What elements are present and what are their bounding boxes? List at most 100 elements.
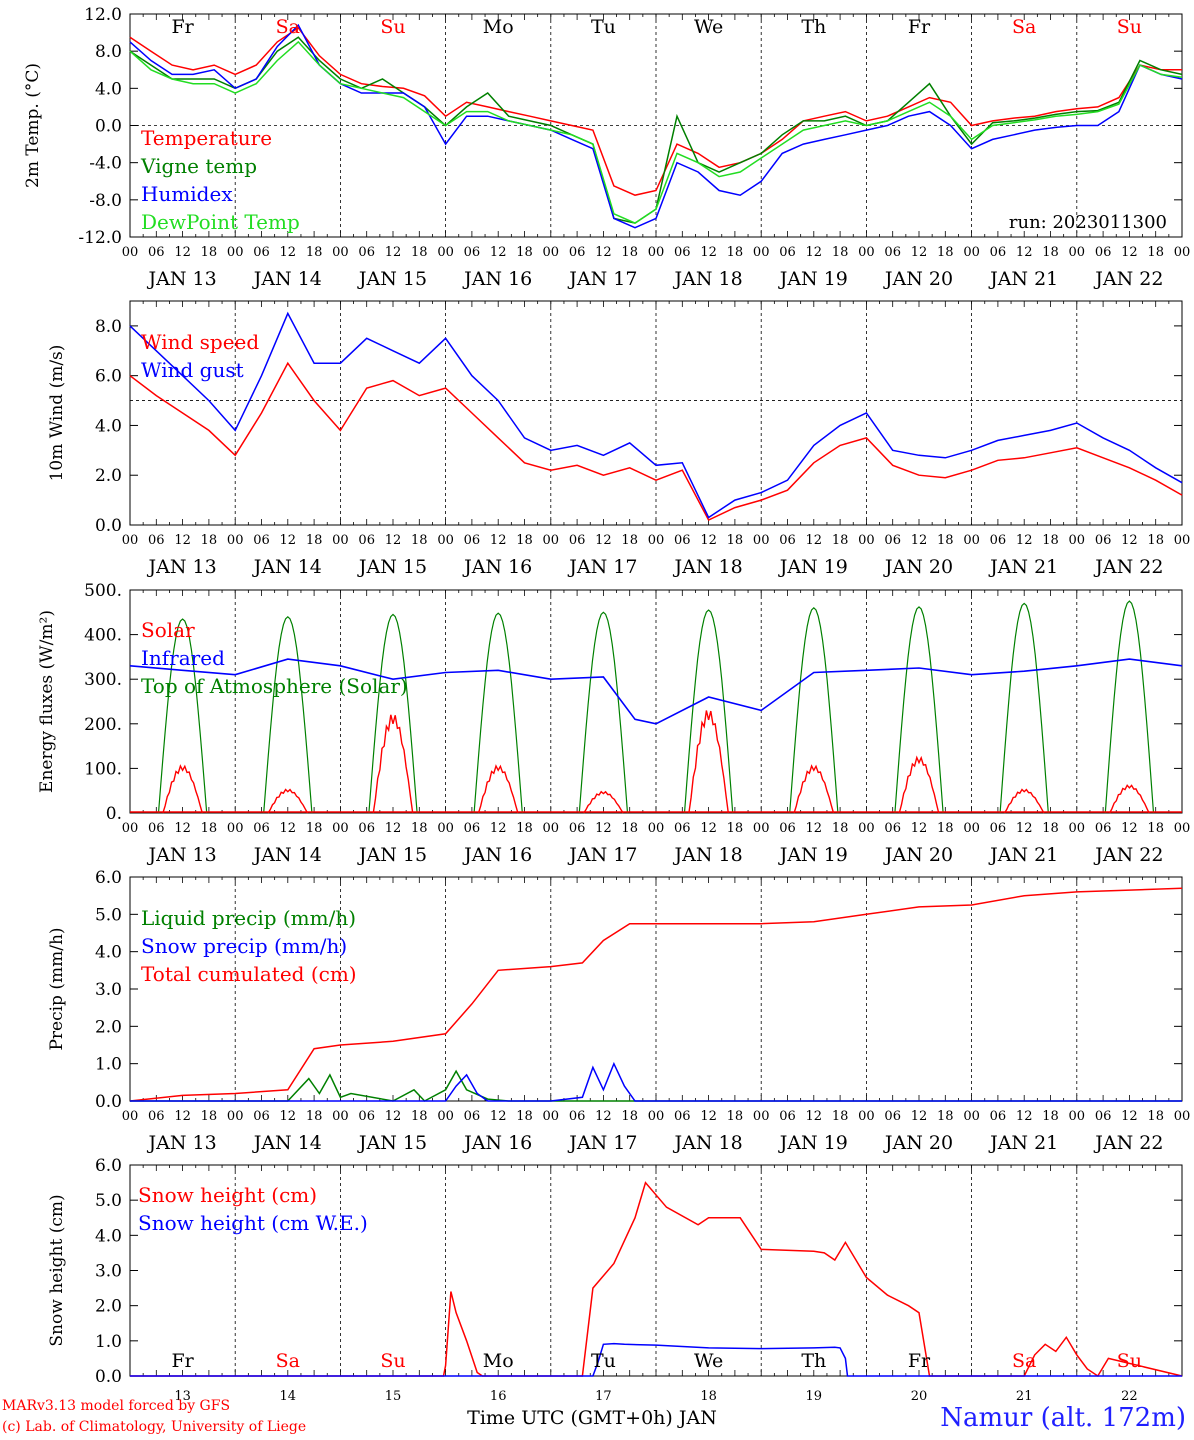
x-hour-label: 12 [1016,1109,1033,1124]
x-date-label: JAN 14 [252,268,322,290]
x-hour-label: 06 [990,245,1007,260]
series-line-total-cumulated-cm- [129,887,1183,1102]
x-hour-label: 12 [280,533,297,548]
x-hour-label: 12 [806,533,823,548]
x-hour-label: 12 [174,1109,191,1124]
chart-panel-2: 8.0 6.0 4.0 2.0 0.0 10m Wind (m/s) 00 06 12 18 00 0… [47,300,1190,578]
x-hour-label: 06 [779,533,796,548]
lab-credit-text: (c) Lab. of Climatology, University of L… [2,1419,307,1435]
x-day-number: 13 [174,1389,191,1404]
series-line-snow-precip-mm-h- [130,1061,1182,1102]
y-tick-label: 0.0 [95,516,122,536]
x-hour-label: 06 [884,533,901,548]
x-hour-label: 00 [543,1109,560,1124]
legend-entry: Temperature [141,126,272,150]
x-hour-label: 00 [332,533,349,548]
x-hour-label: 00 [1174,1109,1191,1124]
solar-curve [793,764,835,814]
x-hour-label: 18 [1147,1109,1164,1124]
x-hour-label: 12 [1121,533,1138,548]
x-hour-label: 18 [306,245,323,260]
x-hour-label: 12 [595,245,612,260]
y-tick-label: 200. [84,715,122,735]
weekday-label: Sa [1012,1350,1036,1372]
x-hour-label: 06 [884,1109,901,1124]
solar-curve [267,788,309,814]
x-hour-label: 18 [937,821,954,836]
x-hour-label: 12 [806,821,823,836]
legend-entry: DewPoint Temp [141,210,300,234]
y-tick-label: 4.0 [95,416,122,436]
x-date-label: JAN 20 [883,268,953,290]
toa-solar-arch [578,611,629,814]
x-date-label: JAN 20 [883,844,953,866]
x-hour-label: 18 [621,245,638,260]
run-label: run: 2023011300 [1009,212,1167,233]
weekday-label: Th [801,1350,826,1372]
solar-curve [1003,788,1045,814]
y-tick-label: 2.0 [95,1017,122,1037]
x-hour-label: 06 [464,533,481,548]
y-axis-label: Energy fluxes (W/m²) [37,610,57,793]
x-hour-label: 18 [621,533,638,548]
x-hour-label: 06 [990,821,1007,836]
x-hour-label: 06 [884,245,901,260]
x-date-label: JAN 21 [988,844,1058,866]
x-hour-label: 18 [411,821,428,836]
x-date-label: JAN 13 [147,1132,217,1154]
x-hour-label: 06 [569,533,586,548]
x-hour-label: 18 [832,821,849,836]
x-date-label: JAN 16 [462,268,532,290]
x-hour-label: 00 [858,1109,875,1124]
x-hour-label: 12 [806,245,823,260]
toa-solar-arch [1104,600,1155,814]
x-hour-label: 18 [1147,821,1164,836]
x-hour-label: 00 [122,245,139,260]
y-tick-label: 1.0 [95,1332,122,1352]
x-hour-label: 06 [1095,533,1112,548]
x-hour-label: 18 [306,821,323,836]
model-credit-text: MARv3.13 model forced by GFS [2,1398,231,1414]
y-tick-label: 5.0 [95,1191,122,1211]
x-hour-label: 00 [543,533,560,548]
y-tick-label: 6.0 [95,367,122,387]
weekday-label: Mo [483,16,514,38]
x-date-label: JAN 15 [357,844,427,866]
x-hour-label: 18 [1147,245,1164,260]
x-date-label: JAN 16 [462,844,532,866]
x-day-number: 21 [1016,1389,1033,1404]
x-date-label: JAN 21 [988,1132,1058,1154]
y-tick-label: 500. [84,581,122,601]
weekday-label: Su [1117,1350,1142,1372]
weekday-label: We [694,1350,723,1372]
x-hour-label: 00 [963,245,980,260]
toa-solar-arch [789,606,839,814]
x-hour-label: 06 [253,533,270,548]
x-hour-label: 00 [648,821,665,836]
y-tick-label: -8.0 [89,191,122,211]
x-date-label: JAN 19 [778,1132,848,1154]
x-hour-label: 06 [674,245,691,260]
x-hour-label: 00 [1069,821,1086,836]
x-hour-label: 12 [1016,533,1033,548]
x-date-label: JAN 20 [883,1132,953,1154]
x-hour-label: 00 [543,821,560,836]
y-tick-label: 3.0 [95,980,122,1000]
x-date-label: JAN 13 [147,844,217,866]
x-hour-label: 12 [1121,1109,1138,1124]
series-line-snow-height-cm-w-e- [130,1342,1182,1377]
x-date-label: JAN 21 [988,268,1058,290]
x-hour-label: 00 [858,245,875,260]
x-date-label: JAN 17 [567,1132,637,1154]
y-tick-label: 4.0 [95,943,122,963]
weekday-label: Sa [1012,16,1036,38]
x-hour-label: 12 [490,821,507,836]
x-hour-label: 12 [174,821,191,836]
x-date-label: JAN 19 [778,844,848,866]
x-date-label: JAN 19 [778,556,848,578]
y-tick-label: 4.0 [95,79,122,99]
toa-solar-arch [894,606,944,814]
chart-panel-5: 6.0 5.0 4.0 3.0 2.0 1.0 0.0 Snow height (cm) Sno… [47,1156,1183,1429]
x-hour-label: 12 [911,533,928,548]
